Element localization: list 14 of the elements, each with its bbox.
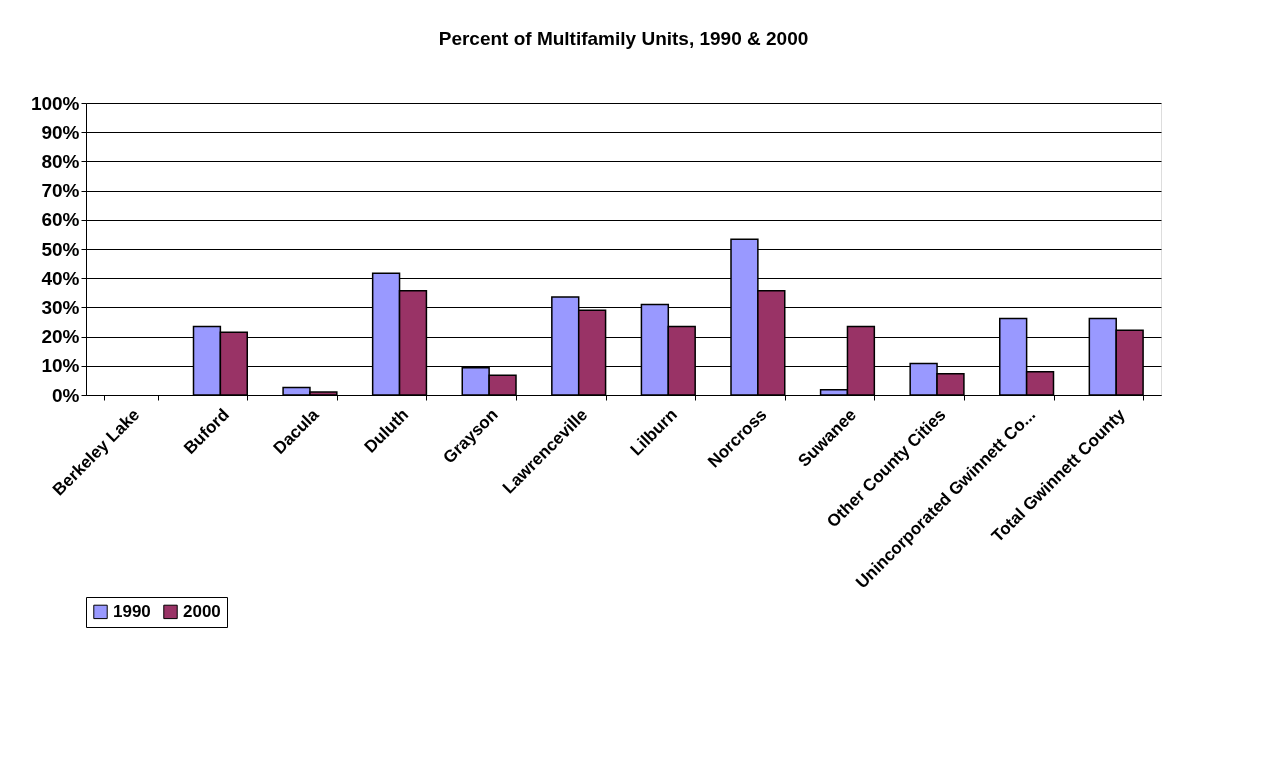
y-tick-label: 70% <box>41 180 80 202</box>
y-tick-label: 90% <box>41 121 80 143</box>
y-tick-label: 40% <box>41 267 80 289</box>
legend-label: 2000 <box>183 601 221 621</box>
y-tick-label: 10% <box>41 355 80 377</box>
y-tick-label: 80% <box>41 150 80 172</box>
legend-label: 1990 <box>113 601 151 621</box>
y-tick-label: 20% <box>41 326 80 348</box>
y-tick-label: 100% <box>30 92 80 114</box>
y-tick-label: 60% <box>41 209 80 231</box>
y-tick-label: 0% <box>52 384 80 406</box>
y-tick-label: 30% <box>41 296 80 318</box>
y-tick-label: 50% <box>41 238 80 260</box>
chart-title: Percent of Multifamily Units, 1990 & 2000 <box>438 28 809 49</box>
